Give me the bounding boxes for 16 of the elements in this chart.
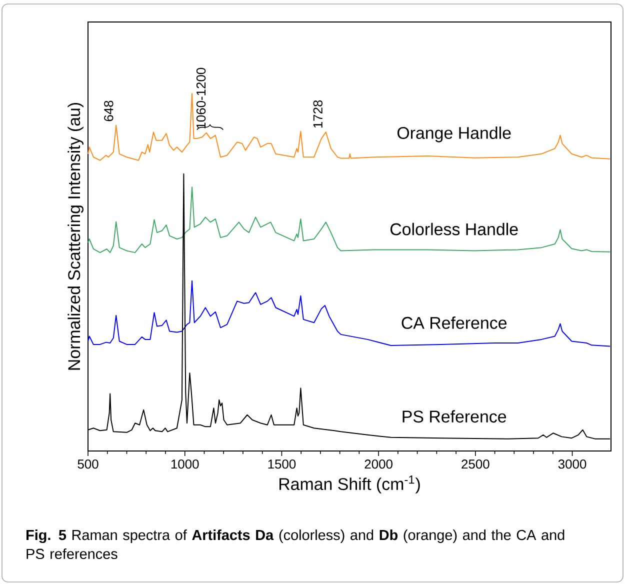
series-label: CA Reference bbox=[402, 316, 507, 329]
text: Fig. 5 Raman spectra of Artifacts Da (colorless) and Db (orange) and the CA and PS references bbox=[26, 530, 564, 560]
series-label: Colorless Handle bbox=[390, 222, 518, 236]
x-tick-label: 1000 bbox=[171, 460, 199, 469]
x-tick-label: 2500 bbox=[462, 460, 490, 469]
x-tick-label: 500 bbox=[78, 460, 98, 469]
series-label: Orange Handle bbox=[397, 126, 511, 142]
annotation: 1060-1200 bbox=[196, 68, 206, 128]
x-tick-label: 2000 bbox=[364, 460, 392, 469]
annotation: 1728 bbox=[313, 100, 322, 128]
y-axis-title: Normalized Scattering Intensity (au) bbox=[68, 102, 84, 370]
x-axis-title: Raman Shift (cm$^{-1}$) bbox=[280, 476, 420, 494]
series-label: PS Reference bbox=[402, 410, 506, 423]
annotation: 648 bbox=[104, 100, 114, 122]
x-tick-label: 1500 bbox=[268, 460, 296, 469]
x-tick-label: 3000 bbox=[558, 460, 586, 469]
